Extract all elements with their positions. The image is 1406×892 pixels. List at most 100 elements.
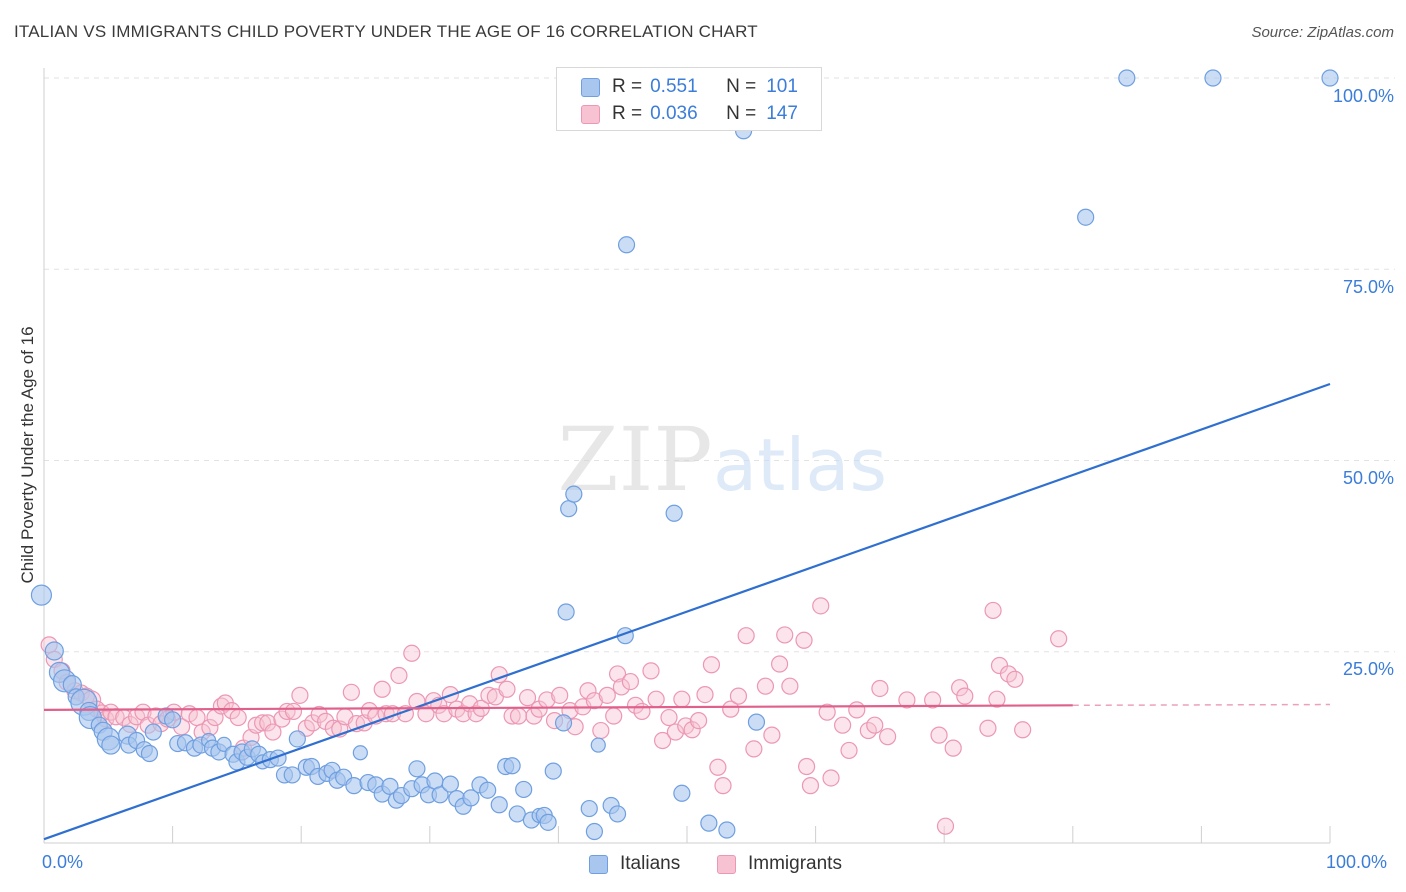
y-tick-label: 100.0%: [1332, 86, 1394, 106]
immigrants-point: [518, 689, 537, 707]
immigrants-point: [709, 758, 727, 776]
axes: [43, 68, 1331, 844]
immigrants-point: [284, 702, 303, 721]
grid: [44, 77, 1395, 653]
immigrants-point: [898, 691, 916, 709]
immigrants-point: [454, 705, 472, 723]
italians-point: [288, 730, 306, 748]
immigrants-point: [840, 741, 858, 760]
immigrants-point: [403, 644, 421, 662]
immigrants-point: [673, 690, 691, 708]
immigrants-point: [801, 777, 820, 795]
italians-point: [554, 714, 573, 732]
italians-point: [718, 821, 736, 839]
x-tick-label: 0.0%: [42, 852, 84, 872]
immigrants-point: [666, 723, 685, 741]
italians-point: [283, 766, 301, 784]
immigrants-point: [229, 708, 247, 727]
italians-swatch: [581, 77, 600, 97]
immigrants-swatch: [581, 104, 600, 124]
italians-point: [164, 711, 182, 729]
immigrants-point: [979, 719, 997, 737]
immigrants-point: [278, 702, 296, 721]
italians-point: [30, 584, 53, 606]
y-tick-label: 75.0%: [1342, 277, 1394, 297]
italians-point: [608, 805, 627, 823]
italians-point: [560, 500, 578, 518]
italians-point: [617, 236, 636, 254]
immigrants-point: [633, 702, 651, 721]
immigrants-point: [944, 739, 962, 757]
italians-point: [747, 713, 766, 731]
immigrants-point: [223, 702, 241, 720]
immigrants-point: [763, 726, 781, 744]
immigrants-point: [621, 672, 640, 691]
immigrants-point: [390, 666, 408, 685]
immigrants-point: [373, 680, 391, 698]
immigrants-point: [626, 696, 645, 714]
legend-row-italians: R = 0.551 N = 101: [581, 75, 798, 99]
trend-lines: [43, 382, 1331, 841]
immigrants-point: [264, 723, 282, 741]
immigrants-point: [683, 721, 701, 739]
immigrants-point: [871, 679, 889, 698]
immigrants-point: [608, 665, 627, 683]
immigrants-point: [812, 597, 830, 615]
immigrants-point: [647, 690, 665, 708]
immigrants-point: [818, 703, 836, 721]
italians-point: [1077, 208, 1095, 226]
immigrants-point: [509, 707, 528, 725]
immigrants-point: [956, 687, 974, 705]
chart-title: ITALIAN VS IMMIGRANTS CHILD POVERTY UNDE…: [14, 22, 758, 41]
italians-point: [441, 775, 459, 793]
n-label: N =: [726, 103, 757, 124]
italians-point: [665, 504, 683, 522]
italians-r-value: 0.551: [650, 76, 698, 97]
italians-n-value: 101: [766, 76, 798, 97]
immigrants-point: [102, 703, 120, 721]
immigrants-point: [930, 726, 948, 744]
immigrants-point: [579, 682, 597, 700]
immigrants-point: [702, 656, 721, 674]
italians-point: [431, 786, 449, 804]
italians-point: [557, 603, 575, 621]
italians-legend-label: Italians: [620, 853, 681, 874]
immigrants-point: [598, 686, 616, 704]
immigrants-point: [737, 627, 755, 645]
immigrants-n-value: 147: [766, 103, 798, 124]
italians-point: [580, 799, 598, 818]
immigrants-point: [134, 703, 152, 721]
immigrants-point: [498, 680, 516, 698]
immigrants-point: [729, 687, 748, 705]
immigrants-point: [781, 677, 799, 695]
immigrants-point: [951, 679, 969, 697]
r-label: R =: [612, 76, 643, 97]
italians-point: [503, 757, 521, 775]
immigrants-point: [770, 655, 789, 673]
italians-point: [101, 735, 121, 755]
italians-point: [700, 814, 718, 832]
italians-point: [345, 777, 363, 795]
n-label: N =: [726, 76, 757, 97]
italians-trend-line: [43, 382, 1331, 841]
italians-point: [590, 737, 606, 753]
immigrants-point: [689, 711, 708, 730]
italians-point: [490, 796, 508, 814]
immigrants-point: [722, 700, 740, 718]
italians-point: [381, 777, 399, 795]
immigrants-point: [310, 705, 328, 724]
italians-point: [508, 805, 526, 823]
immigrants-point: [653, 731, 672, 750]
italians-point: [144, 723, 162, 741]
immigrants-r-value: 0.036: [650, 103, 698, 124]
immigrants-point: [714, 777, 732, 795]
legend-item-immigrants[interactable]: Immigrants: [717, 852, 842, 876]
immigrants-point: [879, 728, 897, 746]
immigrants-point: [605, 707, 623, 725]
legend-item-italians[interactable]: Italians: [589, 852, 680, 876]
italians-point: [1204, 69, 1222, 87]
italians-point: [44, 641, 64, 661]
immigrants-legend-label: Immigrants: [748, 853, 842, 874]
immigrants-point: [417, 705, 435, 723]
italians-swatch: [589, 854, 608, 874]
